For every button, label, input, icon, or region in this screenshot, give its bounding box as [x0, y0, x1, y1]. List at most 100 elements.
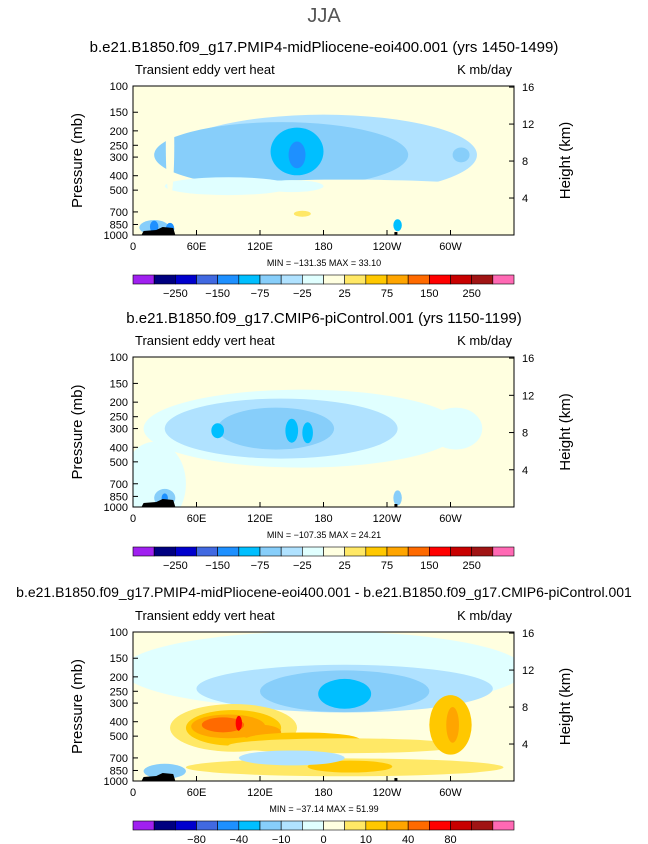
- y-tick-label: 150: [110, 107, 128, 119]
- chart-title: b.e21.B1850.f09_g17.CMIP6-piControl.001 …: [126, 310, 522, 327]
- y-tick-label: 150: [110, 653, 128, 665]
- colorbar-label: −25: [293, 288, 312, 300]
- colorbar-swatch: [407, 546, 430, 557]
- colorbar-swatch: [471, 274, 494, 285]
- y-axis-title: Pressure (mb): [69, 384, 86, 479]
- units-label: K mb/day: [457, 62, 512, 77]
- contour-field: [133, 86, 514, 235]
- colorbar-swatch: [217, 546, 240, 557]
- colorbar-label: −75: [251, 560, 270, 572]
- colorbar-swatch: [196, 546, 218, 557]
- height-tick-label: 4: [522, 193, 528, 205]
- colorbar-label: 75: [381, 560, 393, 572]
- colorbar-swatch: [450, 546, 472, 557]
- topography: [394, 504, 398, 507]
- chart-panel-1: b.e21.B1850.f09_g17.PMIP4-midPliocene-eo…: [69, 39, 574, 300]
- page-title: JJA: [307, 5, 341, 27]
- colorbar-label: 25: [339, 560, 351, 572]
- x-tick-label: 120W: [373, 787, 402, 799]
- x-tick-label: 120W: [373, 513, 402, 525]
- colorbar-swatch: [238, 820, 261, 831]
- x-tick-label: 0: [130, 241, 136, 253]
- x-tick-label: 120E: [247, 787, 273, 799]
- x-tick-label: 180: [314, 513, 332, 525]
- height-tick-label: 4: [522, 465, 528, 477]
- x-tick-label: 120E: [247, 241, 273, 253]
- colorbar-label: −150: [205, 560, 230, 572]
- colorbar-swatch: [429, 820, 451, 831]
- colorbar-swatch: [407, 274, 430, 285]
- colorbar-label: 250: [462, 560, 480, 572]
- colorbar-swatch: [323, 274, 345, 285]
- colorbar-swatch: [429, 546, 451, 557]
- x-tick-label: 60W: [439, 241, 462, 253]
- y-tick-label: 1000: [104, 502, 128, 514]
- contour-region: [228, 738, 462, 754]
- y-tick-label: 200: [110, 397, 128, 409]
- right-axis-title: Height (km): [557, 393, 574, 471]
- chart-title: b.e21.B1850.f09_g17.PMIP4-midPliocene-eo…: [90, 39, 559, 56]
- colorbar-swatch: [238, 546, 261, 557]
- units-label: K mb/day: [457, 608, 512, 623]
- colorbar-swatch: [153, 820, 176, 831]
- colorbar-swatch: [132, 274, 155, 285]
- colorbar-swatch: [259, 546, 282, 557]
- topography: [141, 499, 176, 507]
- colorbar-label: 250: [462, 288, 480, 300]
- y-tick-label: 400: [110, 717, 128, 729]
- contour-region: [217, 407, 335, 450]
- height-tick-label: 12: [522, 665, 534, 677]
- x-tick-label: 60W: [439, 513, 462, 525]
- x-tick-label: 60E: [187, 241, 207, 253]
- height-tick-label: 8: [522, 156, 528, 168]
- colorbar-swatch: [407, 820, 430, 831]
- y-tick-label: 150: [110, 378, 128, 390]
- y-tick-label: 850: [110, 219, 128, 231]
- x-tick-label: 180: [314, 241, 332, 253]
- contour-region: [238, 750, 345, 766]
- y-tick-label: 850: [110, 765, 128, 777]
- colorbar-swatch: [238, 274, 261, 285]
- chart-panel-2: b.e21.B1850.f09_g17.CMIP6-piControl.001 …: [69, 310, 574, 572]
- contour-region: [293, 210, 311, 217]
- colorbar-swatch: [323, 546, 345, 557]
- colorbar-swatch: [280, 820, 303, 831]
- colorbar-swatch: [471, 546, 494, 557]
- colorbar-swatch: [386, 546, 409, 557]
- colorbar-label: −250: [163, 560, 188, 572]
- colorbar-swatch: [344, 820, 367, 831]
- contour-region: [393, 219, 402, 232]
- topography: [394, 232, 398, 235]
- colorbar-label: 80: [444, 834, 456, 844]
- min-max-stats: MIN = −107.35 MAX = 24.21: [267, 530, 381, 540]
- contour-region: [149, 220, 159, 233]
- contour-region: [211, 423, 225, 439]
- height-tick-label: 4: [522, 739, 528, 751]
- contour-field: [133, 357, 514, 507]
- y-tick-label: 700: [110, 753, 128, 765]
- colorbar-swatch: [196, 274, 218, 285]
- colorbar-swatch: [132, 820, 155, 831]
- contour-region: [201, 717, 245, 733]
- height-tick-label: 16: [522, 82, 534, 94]
- colorbar-swatch: [323, 820, 345, 831]
- colorbar-swatch: [217, 820, 240, 831]
- x-tick-label: 120E: [247, 513, 273, 525]
- colorbar-swatch: [175, 820, 197, 831]
- colorbar-swatch: [344, 274, 367, 285]
- y-tick-label: 250: [110, 412, 128, 424]
- colorbar-swatch: [365, 274, 388, 285]
- y-tick-label: 200: [110, 672, 128, 684]
- contour-region: [260, 180, 324, 193]
- y-axis-title: Pressure (mb): [69, 659, 86, 754]
- field-label: Transient eddy vert heat: [135, 333, 275, 348]
- contour-region: [143, 763, 186, 779]
- y-tick-label: 700: [110, 207, 128, 219]
- colorbar-label: −75: [251, 288, 270, 300]
- height-tick-label: 12: [522, 390, 534, 402]
- topography: [394, 778, 398, 781]
- height-tick-label: 16: [522, 353, 534, 365]
- contour-region: [318, 678, 372, 709]
- y-tick-label: 250: [110, 140, 128, 152]
